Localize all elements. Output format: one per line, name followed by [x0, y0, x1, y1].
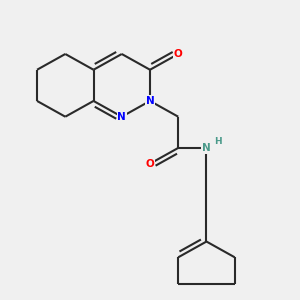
Text: O: O [174, 49, 183, 59]
Text: N: N [117, 112, 126, 122]
Text: O: O [146, 159, 154, 169]
Text: N: N [146, 96, 154, 106]
Text: N: N [202, 143, 211, 153]
Text: H: H [214, 137, 222, 146]
